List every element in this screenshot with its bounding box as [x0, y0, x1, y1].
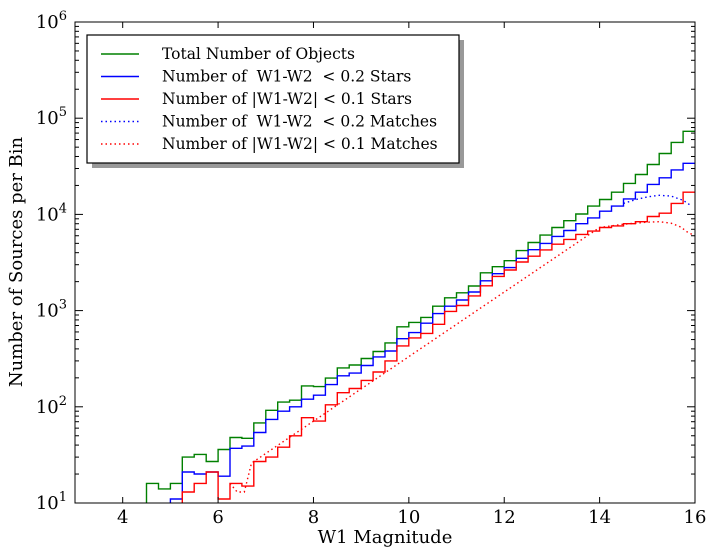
x-tick-label: 8 — [308, 507, 319, 528]
series-line-1 — [145, 130, 695, 503]
x-tick-label: 4 — [117, 507, 128, 528]
x-tick-label: 12 — [493, 507, 516, 528]
series-line-4 — [623, 194, 691, 206]
x-tick-label: 14 — [588, 507, 611, 528]
y-tick-label: 106 — [36, 9, 67, 33]
legend-label: Total Number of Objects — [162, 45, 355, 63]
x-tick-label: 6 — [212, 507, 223, 528]
legend-box — [86, 34, 460, 164]
legend-label: Number of |W1-W2| < 0.1 Matches — [162, 135, 438, 153]
series-line-3 — [181, 191, 695, 503]
series-line-2 — [169, 162, 695, 503]
y-tick-label: 101 — [36, 490, 67, 514]
y-tick-label: 103 — [36, 298, 67, 322]
axes: 4 6 8 10 12 14 16 101 102 103 104 105 106 — [36, 9, 707, 528]
legend: Total Number of Objects Number of W1-W2 <… — [86, 34, 464, 168]
plot-frame — [74, 21, 696, 504]
y-tick-label: 105 — [36, 105, 67, 129]
x-tick-label: 16 — [684, 507, 707, 528]
x-axis-label: W1 Magnitude — [318, 527, 453, 548]
legend-label: Number of |W1-W2| < 0.1 Stars — [162, 90, 412, 108]
series-line-5 — [229, 220, 695, 493]
x-tick-label: 10 — [397, 507, 420, 528]
legend-label: Number of W1-W2 < 0.2 Matches — [162, 113, 437, 131]
plot-area — [145, 130, 695, 503]
y-tick-label: 102 — [36, 394, 67, 418]
legend-label: Number of W1-W2 < 0.2 Stars — [162, 68, 411, 86]
y-tick-label: 104 — [36, 201, 67, 225]
y-axis-label: Number of Sources per Bin — [6, 136, 27, 387]
